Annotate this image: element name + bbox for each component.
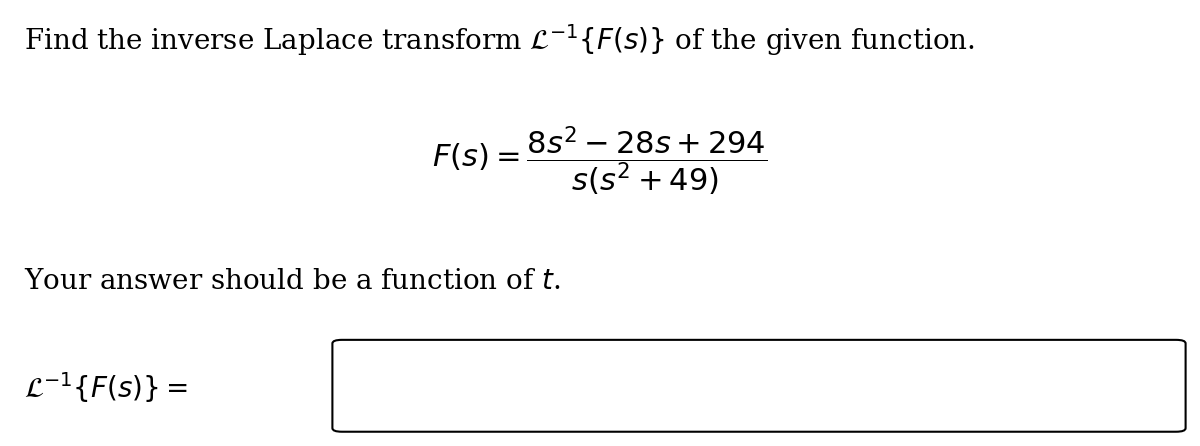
Text: $F(s) = \dfrac{8s^2 - 28s + 294}{s(s^2 + 49)}$: $F(s) = \dfrac{8s^2 - 28s + 294}{s(s^2 +… [432,125,768,198]
Text: $\mathcal{L}^{-1}\{F(s)\} =$: $\mathcal{L}^{-1}\{F(s)\} =$ [24,371,188,405]
Text: Your answer should be a function of $t$.: Your answer should be a function of $t$. [24,268,560,295]
FancyBboxPatch shape [332,340,1186,432]
Text: Find the inverse Laplace transform $\mathcal{L}^{-1}\{F(s)\}$ of the given funct: Find the inverse Laplace transform $\mat… [24,22,974,58]
